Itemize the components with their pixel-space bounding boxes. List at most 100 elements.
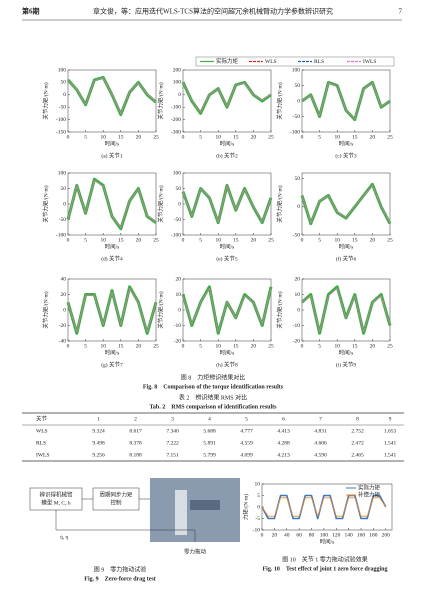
x-tick-label: 0	[301, 134, 304, 140]
y-tick-label: -200	[171, 117, 181, 123]
table-cell: 1.541	[384, 440, 397, 446]
y-tick-label: 200	[173, 67, 182, 73]
y-tick-label: 50	[61, 186, 67, 192]
operator	[190, 500, 220, 510]
x-tick-label: 20	[251, 134, 257, 140]
y-tick-label: 100	[58, 67, 67, 73]
table-cell: 9.498	[92, 440, 105, 446]
box-text: 模型 M, C, h	[41, 498, 70, 506]
y-tick-label: 10	[255, 481, 261, 487]
y-axis-label: 关节力矩/(N·m)	[275, 82, 283, 119]
table-cell: 4.413	[277, 428, 290, 434]
fig10-caption-cn: 图 10 关节 1 零力拖动试验效果	[282, 555, 368, 563]
series-line	[182, 185, 272, 223]
x-axis-label: 时间/s	[339, 348, 354, 356]
series-line	[301, 185, 391, 223]
panel-caption: (d) 关节4	[101, 254, 123, 262]
panel-caption: (f) 关节6	[336, 254, 357, 262]
legend-label: RLS	[314, 59, 324, 65]
x-axis-label: 时间/s	[339, 139, 354, 147]
y-tick-label: 0	[257, 504, 260, 510]
y-tick-label: -50	[293, 232, 301, 238]
legend-label: 实际力矩	[358, 483, 381, 491]
table-cell: 6	[282, 416, 285, 422]
table-cell: 4.213	[277, 452, 290, 458]
fig10-caption-en: Fig. 10 Test effect of joint 1 zero forc…	[262, 566, 387, 572]
x-axis-label: 时间/s	[339, 242, 354, 250]
photo-label: 零力拖动	[184, 547, 207, 555]
table-cell: 3	[171, 416, 174, 422]
fig9-diagram: 辨识得机械臂 模型 M, C, h 周期同步力矩 控制 零力拖动 q̇, q 图…	[29, 478, 240, 582]
x-tick-label: 25	[153, 343, 159, 349]
series-line	[66, 285, 158, 335]
x-tick-label: 0	[301, 343, 304, 349]
table-cell: 2.465	[351, 452, 364, 458]
y-tick-label: 0	[178, 201, 181, 207]
x-tick-label: 15	[352, 134, 358, 140]
table-cell: 5.891	[203, 440, 216, 446]
plot-frame	[67, 69, 157, 133]
x-tick-label: 20	[370, 343, 376, 349]
x-tick-label: 20	[136, 237, 142, 243]
legend-label: IWLS	[363, 59, 376, 65]
x-tick-label: 5	[84, 134, 87, 140]
x-tick-label: 5	[318, 134, 321, 140]
box-text: 控制	[110, 498, 122, 506]
y-tick-label: -300	[171, 129, 181, 135]
y-tick-label: 100	[173, 80, 182, 86]
page-number: 7	[399, 8, 403, 16]
y-tick-label: 0	[63, 201, 66, 207]
y-axis-label: 关节力矩/(N·m)	[41, 291, 49, 328]
series-line	[67, 77, 157, 114]
table-cell: 8	[356, 416, 359, 422]
x-tick-label: 20	[136, 343, 142, 349]
fig8-caption-cn: 图 8 力矩辨识结果对比	[181, 373, 246, 381]
y-tick-label: 50	[295, 83, 301, 89]
series-line	[261, 494, 387, 520]
y-tick-label: 20	[176, 276, 182, 282]
table-cell: 2.752	[351, 428, 364, 434]
y-tick-label: -100	[171, 104, 181, 110]
y-tick-label: -20	[174, 338, 182, 344]
table-cell: 1.653	[384, 428, 397, 434]
x-tick-label: 25	[387, 343, 393, 349]
table-cell: 5.799	[203, 452, 216, 458]
y-tick-label: 0	[63, 92, 66, 98]
table-cell: 8.188	[129, 452, 142, 458]
x-tick-label: 0	[182, 343, 185, 349]
x-tick-label: 15	[352, 237, 358, 243]
table-cell: 4.831	[314, 428, 327, 434]
y-tick-label: 0	[178, 92, 181, 98]
table-cell: 4.288	[277, 440, 290, 446]
y-tick-label: 20	[295, 276, 301, 282]
y-tick-label: 20	[61, 292, 67, 298]
table-cell: 1	[97, 416, 100, 422]
y-tick-label: -100	[171, 232, 181, 238]
x-tick-label: 140	[345, 532, 354, 538]
x-tick-label: 10	[100, 343, 106, 349]
y-tick-label: 0	[63, 307, 66, 313]
issue: 第6期	[22, 7, 40, 16]
table-cell: 9.256	[92, 452, 105, 458]
x-tick-label: 0	[182, 134, 185, 140]
y-tick-label: 5	[257, 493, 260, 499]
series-line	[67, 180, 157, 228]
panel-caption: (c) 关节3	[335, 151, 356, 159]
x-tick-label: 40	[284, 532, 290, 538]
series-line	[181, 80, 272, 115]
panel-caption: (a) 关节1	[101, 151, 122, 159]
x-tick-label: 10	[334, 134, 340, 140]
feedback-label: q̇, q	[60, 534, 69, 540]
x-tick-label: 80	[309, 532, 315, 538]
fig9-caption-cn: 图 9 零力拖动试验	[94, 565, 147, 573]
x-tick-label: 200	[382, 532, 391, 538]
x-tick-label: 10	[100, 134, 106, 140]
y-tick-label: -10	[174, 323, 182, 329]
y-tick-label: 0	[297, 204, 300, 210]
table-cell: 4.777	[240, 428, 253, 434]
table-cell: 9	[389, 416, 392, 422]
y-axis-label: 关节力矩/(N·m)	[41, 185, 49, 222]
legend-box	[195, 56, 395, 67]
y-tick-label: 40	[61, 276, 67, 282]
